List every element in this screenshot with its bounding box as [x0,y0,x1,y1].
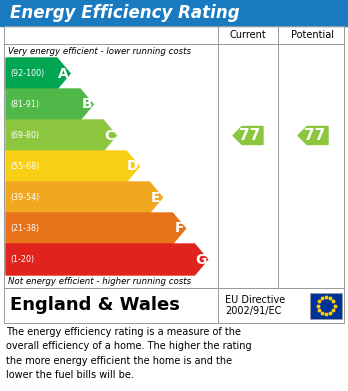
Text: F: F [174,221,184,235]
Polygon shape [6,120,116,151]
Text: (69-80): (69-80) [10,131,39,140]
Polygon shape [6,182,163,213]
Text: (39-54): (39-54) [10,193,39,202]
Bar [310,292,342,319]
Text: E: E [151,190,161,204]
Polygon shape [6,58,70,89]
Text: (92-100): (92-100) [10,69,44,78]
Text: A: A [58,66,69,81]
Text: England & Wales: England & Wales [10,296,180,314]
Bar [4,26,344,288]
Text: Potential: Potential [292,30,334,40]
Bar [4,288,344,323]
Polygon shape [6,89,93,120]
Text: Not energy efficient - higher running costs: Not energy efficient - higher running co… [8,278,191,287]
Text: C: C [105,129,115,142]
Text: 77: 77 [239,128,261,143]
Text: Very energy efficient - lower running costs: Very energy efficient - lower running co… [8,47,191,56]
Text: 2002/91/EC: 2002/91/EC [225,306,282,316]
Polygon shape [6,244,208,275]
Text: D: D [127,160,139,174]
Text: Current: Current [230,30,266,40]
Polygon shape [6,151,139,182]
Text: (81-91): (81-91) [10,100,39,109]
Polygon shape [298,127,328,145]
Polygon shape [233,127,263,145]
Text: The energy efficiency rating is a measure of the
overall efficiency of a home. T: The energy efficiency rating is a measur… [6,327,252,380]
Bar [0,0,348,26]
Text: B: B [81,97,92,111]
Text: 77: 77 [304,128,326,143]
Text: Energy Efficiency Rating: Energy Efficiency Rating [10,4,240,22]
Text: G: G [196,253,207,267]
Polygon shape [6,213,185,244]
Text: (55-68): (55-68) [10,162,39,171]
Text: (21-38): (21-38) [10,224,39,233]
Text: EU Directive: EU Directive [225,295,285,305]
Text: (1-20): (1-20) [10,255,34,264]
